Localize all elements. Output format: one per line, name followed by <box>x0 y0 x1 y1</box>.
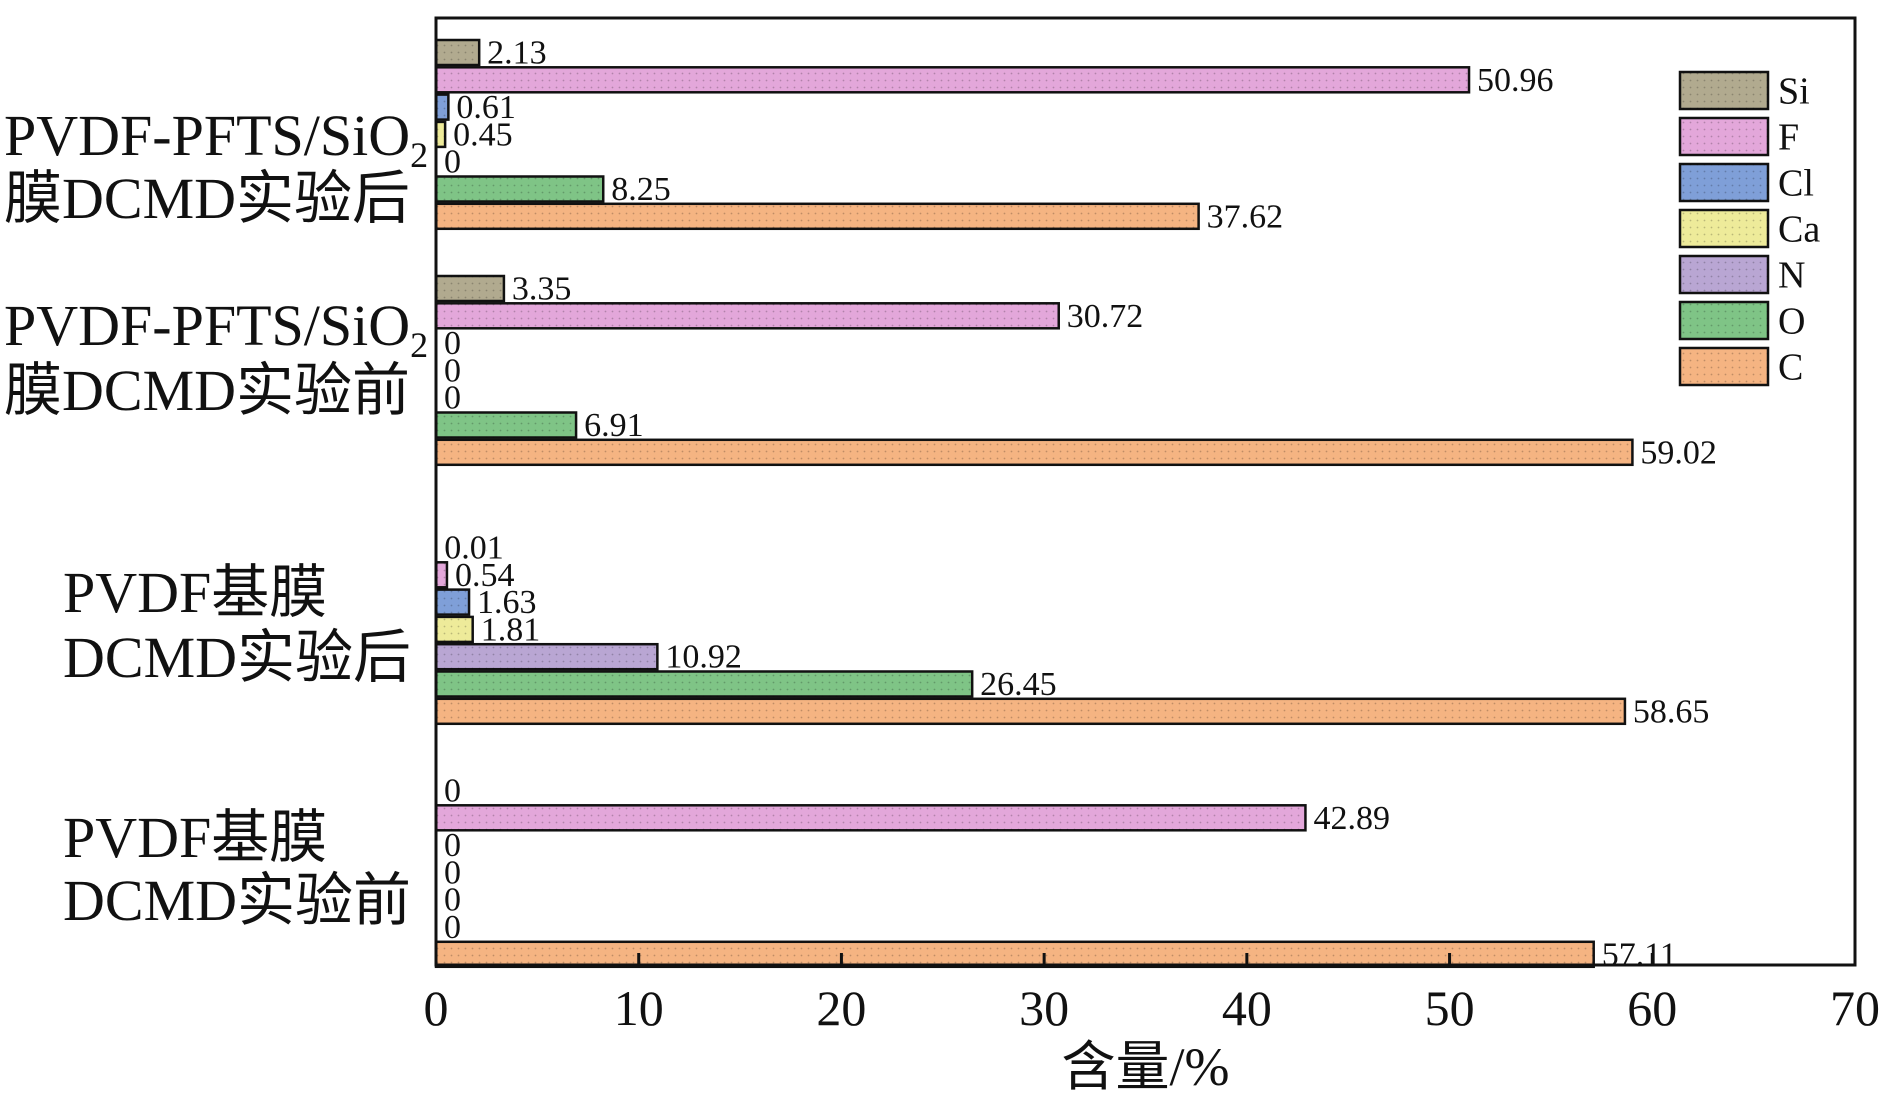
legend-swatch-texture <box>1680 302 1768 339</box>
legend-swatch-texture <box>1680 72 1768 109</box>
legend-label-n: N <box>1778 255 1805 297</box>
bar-texture <box>436 203 1199 229</box>
value-label: 6.91 <box>584 407 644 444</box>
bar-texture <box>436 412 577 438</box>
bar-texture <box>436 941 1594 967</box>
value-label: 8.25 <box>611 171 671 208</box>
x-tick-label: 50 <box>1425 980 1475 1036</box>
x-tick-label: 0 <box>424 980 449 1036</box>
legend-swatch-texture <box>1680 118 1768 155</box>
category-label: DCMD实验前 <box>63 868 411 933</box>
category-label-text: 膜DCMD实验后 <box>4 166 410 231</box>
category-label: DCMD实验后 <box>63 625 411 690</box>
value-label: 42.89 <box>1313 800 1390 837</box>
bar-texture <box>436 616 473 642</box>
category-label-text: PVDF-PFTS/SiO <box>4 103 410 168</box>
category-label: 膜DCMD实验后 <box>4 166 410 231</box>
legend-swatch-texture <box>1680 210 1768 247</box>
x-tick-label: 40 <box>1222 980 1272 1036</box>
value-label: 0 <box>444 854 461 891</box>
legend-label-cl: Cl <box>1778 163 1814 205</box>
value-label: 0.61 <box>456 89 516 126</box>
value-label: 0.54 <box>455 557 514 594</box>
value-label: 0 <box>444 827 461 864</box>
bar-texture <box>436 94 449 120</box>
bar-texture <box>436 40 480 65</box>
x-axis-title: 含量/% <box>1062 1037 1230 1097</box>
category-label: PVDF基膜 <box>63 805 327 870</box>
bar-texture <box>436 562 447 588</box>
value-label: 59.02 <box>1640 434 1717 471</box>
value-label: 30.72 <box>1067 298 1144 335</box>
bar-texture <box>436 121 446 147</box>
bar-texture <box>436 671 973 697</box>
category-label-text: PVDF基膜 <box>63 805 327 870</box>
value-label: 0 <box>444 352 461 389</box>
value-label: 0.01 <box>444 530 504 567</box>
legend-label-f: F <box>1778 117 1799 159</box>
bar-texture <box>436 276 504 301</box>
x-tick-label: 20 <box>816 980 866 1036</box>
bar-texture <box>436 439 1633 465</box>
category-label-text: DCMD实验后 <box>63 625 411 690</box>
value-label: 0.45 <box>453 116 513 153</box>
bar-texture <box>436 805 1306 831</box>
x-tick-label: 10 <box>614 980 664 1036</box>
legend-label-o: O <box>1778 301 1805 343</box>
value-label: 1.63 <box>477 584 537 621</box>
legend-label-si: Si <box>1778 71 1810 113</box>
category-label-text: PVDF-PFTS/SiO <box>4 293 410 358</box>
value-label: 0 <box>444 325 461 362</box>
category-label: PVDF-PFTS/SiO2 <box>4 103 428 175</box>
category-label-text: 膜DCMD实验前 <box>4 358 410 423</box>
value-label: 2.13 <box>487 35 546 72</box>
value-label: 57.11 <box>1602 936 1677 973</box>
value-label: 50.96 <box>1477 62 1554 99</box>
value-label: 10.92 <box>665 639 742 676</box>
value-label: 26.45 <box>980 666 1056 703</box>
value-label: 0 <box>444 882 461 919</box>
value-label: 0 <box>444 909 461 946</box>
bar-texture <box>436 176 604 202</box>
bar-texture <box>436 67 1470 93</box>
bar-texture <box>436 644 658 670</box>
legend-swatch-texture <box>1680 164 1768 201</box>
category-label-subscript: 2 <box>410 135 428 175</box>
value-label: 37.62 <box>1207 198 1284 235</box>
x-tick-label: 70 <box>1830 980 1880 1036</box>
category-label-text: PVDF基膜 <box>63 560 327 625</box>
bar-texture <box>436 303 1059 329</box>
value-label: 0 <box>444 380 461 417</box>
category-label-text: DCMD实验前 <box>63 868 411 933</box>
value-label: 1.81 <box>481 611 541 648</box>
value-label: 0 <box>444 144 461 181</box>
category-label-subscript: 2 <box>410 325 428 365</box>
value-label: 58.65 <box>1633 693 1710 730</box>
value-label: 0 <box>444 773 461 810</box>
bar-texture <box>436 589 470 615</box>
legend-label-c: C <box>1778 347 1803 389</box>
legend-swatch-texture <box>1680 348 1768 385</box>
legend-label-ca: Ca <box>1778 209 1820 251</box>
value-label: 3.35 <box>512 271 572 308</box>
category-label: PVDF基膜 <box>63 560 327 625</box>
category-label: 膜DCMD实验前 <box>4 358 410 423</box>
bar-texture <box>436 698 1625 724</box>
x-tick-label: 60 <box>1627 980 1677 1036</box>
category-label: PVDF-PFTS/SiO2 <box>4 293 428 365</box>
plot-frame <box>434 16 1857 967</box>
x-tick-label: 30 <box>1019 980 1069 1036</box>
legend-swatch-texture <box>1680 256 1768 293</box>
